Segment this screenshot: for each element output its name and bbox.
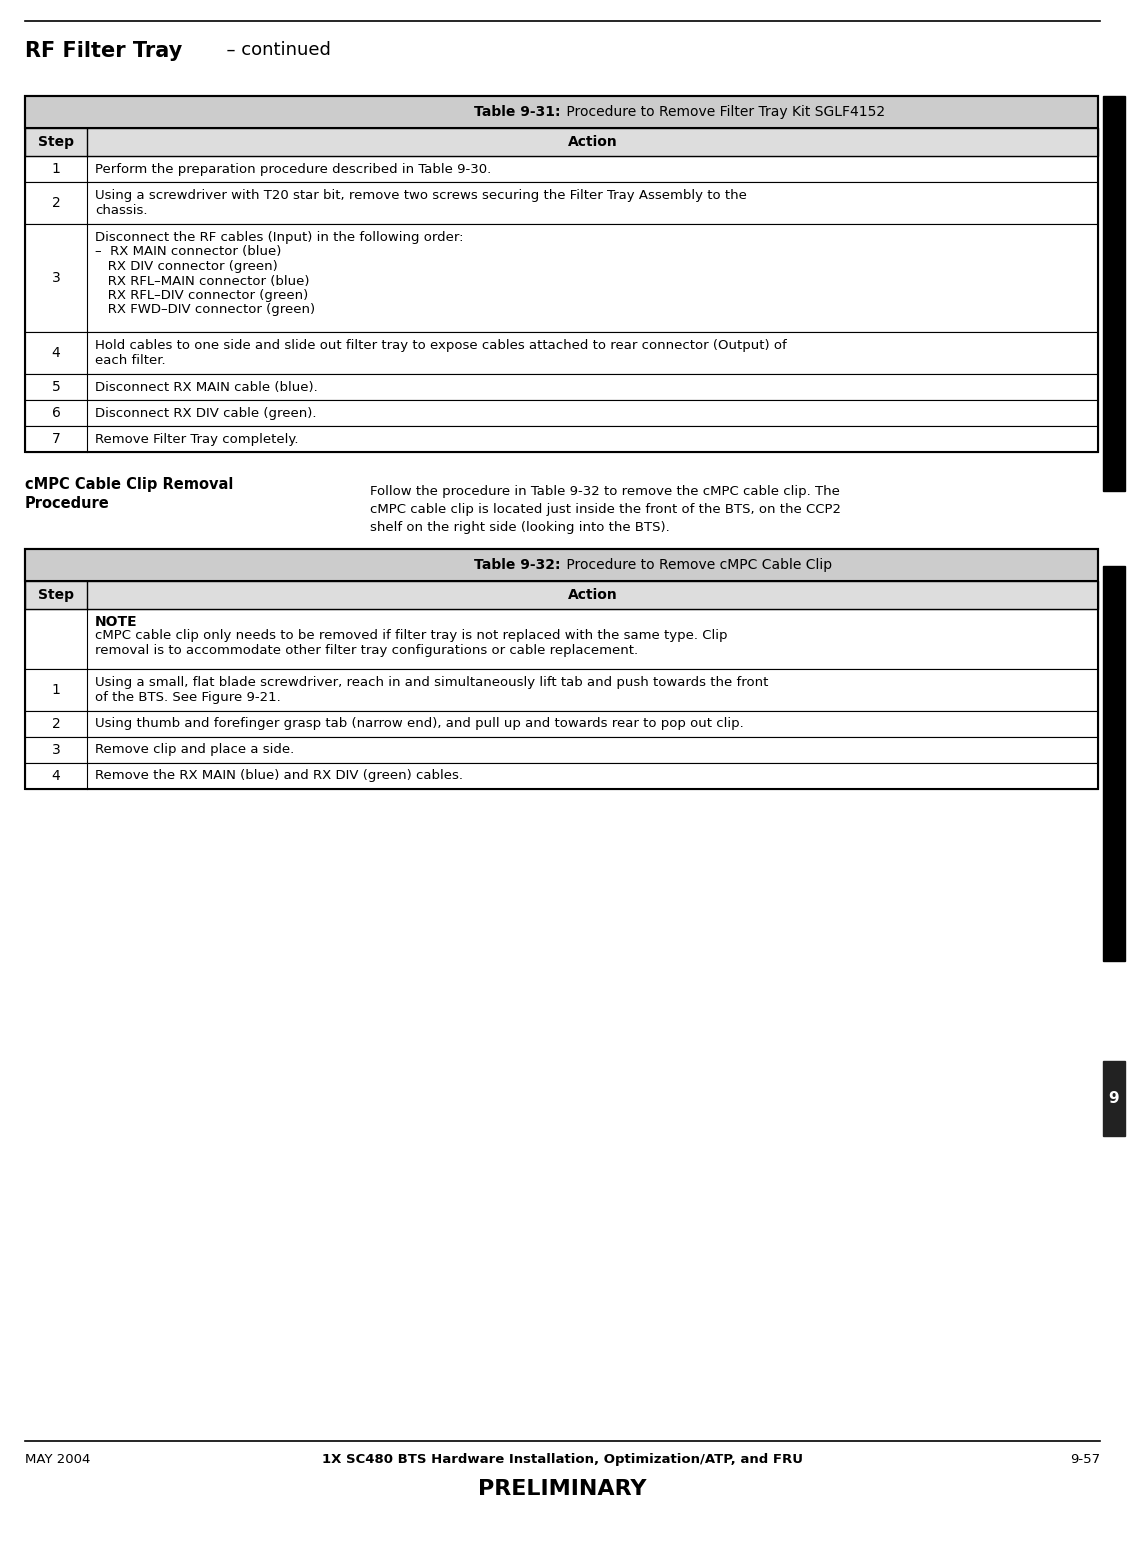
Text: cMPC cable clip only needs to be removed if filter tray is not replaced with the: cMPC cable clip only needs to be removed… [95,630,727,642]
Text: 3: 3 [51,743,60,757]
Text: chassis.: chassis. [95,203,147,217]
Text: Step: Step [38,588,74,602]
Text: cMPC Cable Clip Removal: cMPC Cable Clip Removal [25,478,234,492]
Text: removal is to accommodate other filter tray configurations or cable replacement.: removal is to accommodate other filter t… [95,644,638,658]
Text: Disconnect RX DIV cable (green).: Disconnect RX DIV cable (green). [95,406,317,419]
Text: Remove Filter Tray completely.: Remove Filter Tray completely. [95,433,299,445]
Text: 6: 6 [51,406,60,420]
Text: NOTE: NOTE [95,616,138,630]
Text: Disconnect RX MAIN cable (blue).: Disconnect RX MAIN cable (blue). [95,380,318,394]
Text: Table 9-31:: Table 9-31: [473,105,560,119]
Text: Disconnect the RF cables (Input) in the following order:: Disconnect the RF cables (Input) in the … [95,231,464,244]
Text: Using a screwdriver with T20 star bit, remove two screws securing the Filter Tra: Using a screwdriver with T20 star bit, r… [95,189,747,202]
Bar [1104,1061,1125,1135]
Text: RX RFL–MAIN connector (blue): RX RFL–MAIN connector (blue) [95,275,309,287]
Text: 2: 2 [51,717,60,731]
Text: Using thumb and forefinger grasp tab (narrow end), and pull up and towards rear : Using thumb and forefinger grasp tab (na… [95,718,743,731]
Bar [25,223,1098,332]
Bar [25,737,1098,763]
Bar [25,549,1098,789]
Text: RX DIV connector (green): RX DIV connector (green) [95,261,278,273]
Text: Remove clip and place a side.: Remove clip and place a side. [95,743,294,757]
Text: RX RFL–DIV connector (green): RX RFL–DIV connector (green) [95,288,308,302]
Text: each filter.: each filter. [95,354,165,366]
Text: PRELIMINARY: PRELIMINARY [478,1480,646,1498]
Bar [25,374,1098,400]
Text: 7: 7 [51,433,60,447]
Text: 2: 2 [51,195,60,209]
Text: 4: 4 [51,346,60,360]
Bar [1104,96,1125,492]
Bar [25,96,1098,129]
Bar [25,549,1098,582]
Text: 1X SC480 BTS Hardware Installation, Optimization/ATP, and FRU: 1X SC480 BTS Hardware Installation, Opti… [321,1453,803,1466]
Text: RX FWD–DIV connector (green): RX FWD–DIV connector (green) [95,304,315,316]
Text: of the BTS. See Figure 9-21.: of the BTS. See Figure 9-21. [95,690,280,704]
Text: Remove the RX MAIN (blue) and RX DIV (green) cables.: Remove the RX MAIN (blue) and RX DIV (gr… [95,769,463,783]
Bar [25,332,1098,374]
Bar [25,610,1098,668]
Text: 1: 1 [51,161,60,175]
Text: Action: Action [568,135,618,149]
Text: Table 9-32:: Table 9-32: [473,558,560,572]
Text: Using a small, flat blade screwdriver, reach in and simultaneously lift tab and : Using a small, flat blade screwdriver, r… [95,676,768,689]
Text: RF Filter Tray: RF Filter Tray [25,40,182,60]
Text: – continued: – continued [215,40,331,59]
Text: –  RX MAIN connector (blue): – RX MAIN connector (blue) [95,245,282,259]
Text: 1: 1 [51,682,60,696]
Bar [25,710,1098,737]
Text: 4: 4 [51,769,60,783]
Bar [25,668,1098,710]
Bar [25,96,1098,451]
Bar [25,763,1098,789]
Bar [1104,566,1125,962]
Bar [25,157,1098,181]
Text: Procedure to Remove cMPC Cable Clip: Procedure to Remove cMPC Cable Clip [562,558,832,572]
Bar [25,129,1098,157]
Text: 9: 9 [1109,1090,1119,1106]
Text: Perform the preparation procedure described in Table 9-30.: Perform the preparation procedure descri… [95,163,491,175]
Text: MAY 2004: MAY 2004 [25,1453,90,1466]
Bar [25,400,1098,427]
Text: Follow the procedure in Table 9-32 to remove the cMPC cable clip. The
cMPC cable: Follow the procedure in Table 9-32 to re… [370,485,841,534]
Bar [25,582,1098,610]
Text: 5: 5 [51,380,60,394]
Text: Action: Action [568,588,618,602]
Bar [25,181,1098,223]
Text: 9-57: 9-57 [1069,1453,1100,1466]
Text: 3: 3 [51,271,60,285]
Text: Procedure to Remove Filter Tray Kit SGLF4152: Procedure to Remove Filter Tray Kit SGLF… [562,105,885,119]
Text: Step: Step [38,135,74,149]
Text: Procedure: Procedure [25,496,109,510]
Bar [25,427,1098,451]
Text: Hold cables to one side and slide out filter tray to expose cables attached to r: Hold cables to one side and slide out fi… [95,340,787,352]
